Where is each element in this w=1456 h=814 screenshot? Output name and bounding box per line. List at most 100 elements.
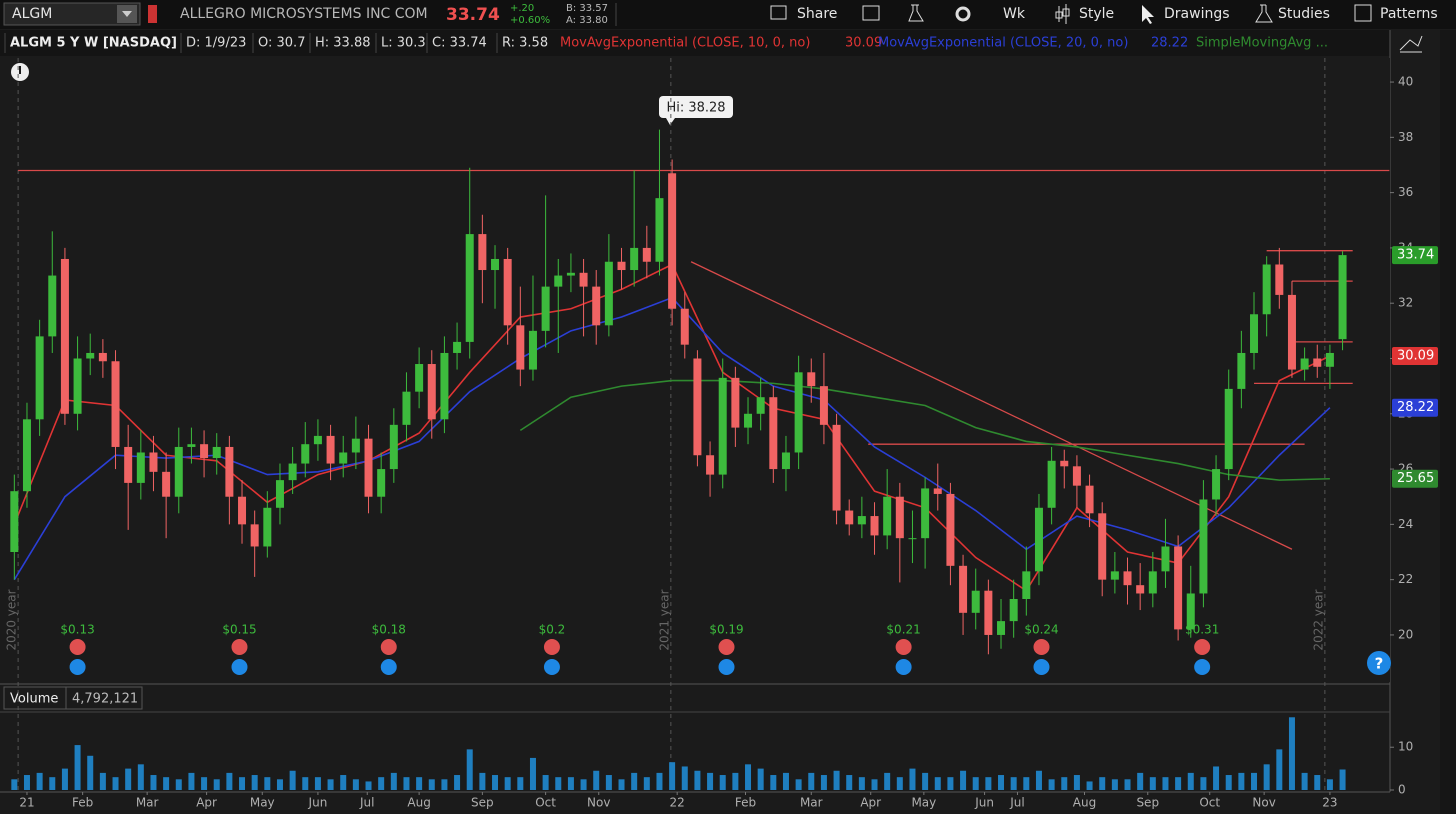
x-tick-label: Oct <box>535 796 556 810</box>
info-item: D: 1/9/23 <box>186 36 246 51</box>
dividend-icon[interactable] <box>380 659 397 675</box>
bid: B: 33.57 <box>566 3 608 14</box>
earnings-icon[interactable] <box>718 639 735 655</box>
candle-body <box>706 455 715 475</box>
volume-bar <box>1175 777 1182 790</box>
share-icon[interactable] <box>770 5 787 20</box>
lab-icon[interactable] <box>908 4 924 22</box>
candle-body <box>528 330 537 370</box>
volume-bar <box>466 749 473 790</box>
chart-icon[interactable] <box>1399 35 1423 53</box>
earnings-icon[interactable] <box>1194 639 1211 655</box>
y-tick-label: 36 <box>1398 185 1413 199</box>
earnings-icon[interactable] <box>69 639 86 655</box>
studies-icon[interactable] <box>1255 4 1273 23</box>
symbol-box[interactable] <box>3 2 141 26</box>
volume-value-box <box>65 686 143 710</box>
volume-bar <box>302 777 309 790</box>
candle-body <box>946 493 955 566</box>
volume-bar <box>795 779 802 790</box>
toolbar-button[interactable]: Patterns <box>1380 6 1438 22</box>
toolbar-button[interactable]: Studies <box>1278 6 1330 22</box>
candle-body <box>1009 599 1018 622</box>
volume-bar <box>1301 772 1308 790</box>
volume-bar <box>428 779 435 790</box>
dividend-icon[interactable] <box>543 659 560 675</box>
alert-icon-mark <box>19 66 21 74</box>
x-tick-label: 21 <box>19 796 34 810</box>
earnings-icon[interactable] <box>380 639 397 655</box>
candle-body <box>1199 499 1208 594</box>
candle-body <box>491 258 500 271</box>
volume-bar <box>846 775 853 790</box>
volume-bar <box>858 777 865 790</box>
style-icon[interactable] <box>1055 4 1070 24</box>
volume-bar <box>23 775 30 790</box>
x-tick-label: Apr <box>860 796 881 810</box>
drawing-line <box>690 261 1293 550</box>
x-tick-label: Jul <box>359 796 374 810</box>
volume-bar <box>631 772 638 790</box>
candle-body <box>895 496 904 539</box>
toolbar-button[interactable]: Share <box>797 6 837 22</box>
volume-bar <box>1339 769 1346 790</box>
price-badge <box>1392 347 1438 366</box>
price-badge <box>1392 398 1438 417</box>
high-callout <box>659 96 733 118</box>
candle-body <box>1136 585 1145 594</box>
x-tick-label: Jun <box>308 796 328 810</box>
earnings-icon[interactable] <box>543 639 560 655</box>
news-icon[interactable] <box>862 5 880 21</box>
toolbar <box>0 0 1456 29</box>
earnings-icon[interactable] <box>895 639 912 655</box>
volume-title: Volume <box>10 692 58 707</box>
candle-body <box>668 173 677 309</box>
volume-bar <box>378 777 385 790</box>
drawings-icon[interactable] <box>1142 5 1154 24</box>
dividend-icon[interactable] <box>231 659 248 675</box>
x-tick-label: Mar <box>800 796 823 810</box>
change: +.20 <box>510 3 534 14</box>
dividend-icon[interactable] <box>69 659 86 675</box>
candle-body <box>427 364 436 420</box>
candle-body <box>313 435 322 445</box>
volume-bar <box>188 772 195 790</box>
candle-body <box>1174 546 1183 630</box>
earnings-icon[interactable] <box>231 639 248 655</box>
volume-bar <box>972 777 979 790</box>
candle-body <box>250 524 259 547</box>
symbol: ALGM <box>12 6 52 22</box>
help-glyph: ? <box>1375 655 1384 673</box>
candle-body <box>503 258 512 326</box>
settings-icon[interactable] <box>955 6 971 22</box>
dividend-icon[interactable] <box>895 659 912 675</box>
help-button[interactable] <box>1367 651 1391 675</box>
volume-bar <box>1213 766 1220 790</box>
volume-bar <box>74 745 81 790</box>
volume-bar <box>1035 770 1042 790</box>
x-tick-label: 22 <box>670 796 685 810</box>
candle-body <box>1250 314 1259 353</box>
volume-bar <box>517 777 524 790</box>
x-tick-label: Feb <box>72 796 93 810</box>
dividend-icon[interactable] <box>1194 659 1211 675</box>
candle-body <box>845 510 854 525</box>
x-tick-label: May <box>250 796 275 810</box>
company: ALLEGRO MICROSYSTEMS INC COM <box>180 6 428 22</box>
toolbar-button[interactable]: Drawings <box>1164 6 1230 22</box>
candle-body <box>1186 593 1195 630</box>
volume-bar <box>922 772 929 790</box>
candle-body <box>225 446 234 497</box>
dividend-icon[interactable] <box>718 659 735 675</box>
dividend-icon[interactable] <box>1033 659 1050 675</box>
toolbar-button[interactable]: Wk <box>1003 6 1026 22</box>
toolbar-button[interactable]: Style <box>1079 6 1114 22</box>
earnings-icon[interactable] <box>1033 639 1050 655</box>
candle-body <box>465 234 474 342</box>
candle-body <box>769 397 778 470</box>
info-item: O: 30.7 <box>258 36 305 51</box>
volume-bar <box>782 772 789 790</box>
side-panel <box>1440 30 1456 814</box>
volume-bar <box>757 768 764 790</box>
patterns-icon[interactable] <box>1354 4 1372 22</box>
